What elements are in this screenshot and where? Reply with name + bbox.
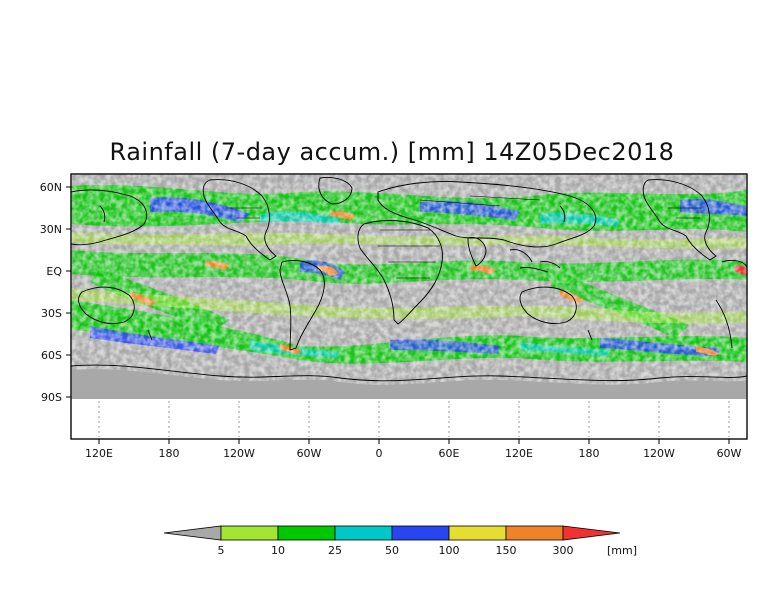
lat-label-30s: 30S (41, 307, 62, 320)
legend-swatch-50-100 (391, 525, 450, 541)
lon-label-120w: 120W (223, 447, 255, 460)
lat-label-90s: 90S (41, 391, 62, 404)
legend-label-10: 10 (271, 544, 285, 557)
legend-label-150: 150 (496, 544, 517, 557)
legend-label-25: 25 (328, 544, 342, 557)
lon-label-60w-2: 60W (717, 447, 742, 460)
legend-swatch-100-150 (448, 525, 507, 541)
legend-label-300: 300 (553, 544, 574, 557)
lon-label-0: 0 (376, 447, 383, 460)
legend-swatch-above (562, 525, 621, 541)
lon-label-60w: 60W (297, 447, 322, 460)
speckle-texture (71, 174, 747, 399)
lon-label-180: 180 (159, 447, 180, 460)
legend-label-50: 50 (385, 544, 399, 557)
legend-colorbar (163, 525, 621, 541)
lon-label-180-2: 180 (579, 447, 600, 460)
lon-label-120e-2: 120E (505, 447, 533, 460)
lon-label-120e: 120E (85, 447, 113, 460)
legend-unit: [mm] (607, 544, 637, 557)
legend-swatch-5-10 (220, 525, 279, 541)
lat-label-eq: EQ (46, 265, 62, 278)
legend-label-100: 100 (439, 544, 460, 557)
antarctica (71, 369, 747, 399)
lat-label-30n: 30N (40, 223, 62, 236)
legend-swatch-25-50 (334, 525, 393, 541)
coastlines (71, 177, 747, 382)
legend-swatch-below (163, 525, 222, 541)
lon-label-120w-2: 120W (643, 447, 675, 460)
country-borders (226, 195, 702, 279)
lon-label-60e: 60E (439, 447, 460, 460)
legend-swatch-10-25 (277, 525, 336, 541)
legend-swatch-150-300 (505, 525, 564, 541)
legend-label-5: 5 (218, 544, 225, 557)
lon-gridlines (98, 401, 730, 437)
lat-label-60s: 60S (41, 349, 62, 362)
map-title: Rainfall (7-day accum.) [mm] 14Z05Dec201… (109, 138, 675, 166)
lat-label-60n: 60N (40, 181, 62, 194)
